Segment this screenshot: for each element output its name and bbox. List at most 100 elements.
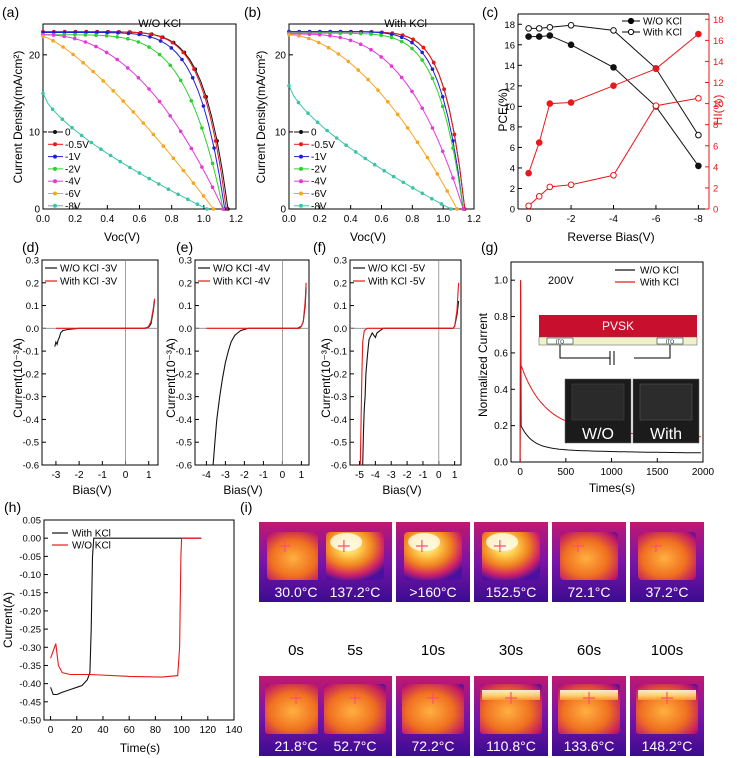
jv-marker xyxy=(105,30,109,35)
jv-marker xyxy=(325,128,329,133)
panel-b-ylabel: Current Density(mA/cm²) xyxy=(254,51,268,184)
c-series-1 xyxy=(525,21,702,139)
jv-marker xyxy=(399,75,404,80)
h-frame xyxy=(43,519,235,721)
c-ytick-label: 18 xyxy=(504,20,515,31)
legend-label: 0 xyxy=(65,128,71,139)
circuit-wire xyxy=(559,345,671,365)
legend-marker xyxy=(299,179,303,184)
thermal-grid: 0s 5s 10s 30s 60s 100s 30.0°C 137.2°C >160°C 152.… xyxy=(259,522,704,756)
c2-ytick-label: 2 xyxy=(713,183,718,194)
iv-curve-1 xyxy=(359,282,460,466)
hot-spot xyxy=(408,533,441,551)
crosshair-icon xyxy=(505,692,517,704)
panel-g-plot: 0 500 1000 1500 2000 0.0 0.2 0.4 0.6 0.8 1.0 W/O KC… xyxy=(494,261,715,478)
iv-curve-0 xyxy=(212,287,307,466)
panel-i-label: (i) xyxy=(240,499,252,515)
iv-d-xtick-label: -3 xyxy=(51,470,60,481)
c-ytick-label: 10 xyxy=(504,102,515,113)
jv-marker xyxy=(317,32,322,37)
g-xtick-label: 500 xyxy=(558,467,575,478)
jv-curve xyxy=(42,93,208,210)
jv-marker xyxy=(334,136,339,140)
iv-f-ytick-label: 0.3 xyxy=(334,256,347,267)
pvsk-layer xyxy=(539,315,697,337)
jv-marker xyxy=(178,129,183,134)
jv-marker xyxy=(425,155,430,160)
thermal-image-1-4: 72.1°C xyxy=(552,522,626,602)
thermal-temp-label: 152.5°C xyxy=(486,584,537,600)
c-marker xyxy=(525,25,532,32)
c2-ytick-label: 0 xyxy=(713,205,718,216)
crosshair-icon xyxy=(415,540,428,552)
c-line xyxy=(528,97,699,207)
c-series-3 xyxy=(525,95,702,210)
jv-marker xyxy=(369,32,373,36)
jv-marker xyxy=(190,76,195,80)
jv-marker xyxy=(306,111,310,115)
jv-marker xyxy=(411,186,415,190)
legend-label: -8V xyxy=(65,201,81,212)
jv-marker xyxy=(128,165,132,170)
jv-marker xyxy=(358,42,363,47)
thermal-temp-label: 137.2°C xyxy=(330,584,381,600)
thermal-image-2-2: 72.2°C xyxy=(396,676,470,756)
jv-marker xyxy=(116,31,120,35)
jv-marker xyxy=(170,40,175,45)
jv-marker xyxy=(71,52,75,57)
jv-marker xyxy=(379,55,384,59)
c-marker xyxy=(610,27,617,34)
h-ytick-label: -0.25 xyxy=(19,625,41,636)
jv-curve xyxy=(42,35,214,210)
panel-e-xlabel: Bias(V) xyxy=(223,483,262,497)
jv-marker xyxy=(439,202,444,206)
jv-marker xyxy=(169,46,174,50)
legend-marker xyxy=(299,166,303,171)
jv-marker xyxy=(389,32,394,36)
crosshair-icon xyxy=(583,692,595,704)
jv-marker xyxy=(366,77,370,82)
legend-label: W/O KCl xyxy=(72,541,111,552)
jv-marker xyxy=(326,45,331,50)
jv-b-xtick-label: 0.8 xyxy=(405,214,419,225)
iv-f-xtick-label: -1 xyxy=(418,470,427,481)
iv-e-ytick-label: -0.3 xyxy=(176,392,192,403)
panel-h-xlabel: Time(s) xyxy=(120,741,160,755)
iv-f-xtick-label: -4 xyxy=(371,470,380,481)
c-ytick-label: 6 xyxy=(510,143,515,154)
c-marker xyxy=(546,24,554,31)
jv-marker xyxy=(461,207,466,211)
jv-marker xyxy=(158,39,163,43)
jv-marker xyxy=(137,171,142,175)
thermal-temp-label: 72.1°C xyxy=(568,584,611,600)
legend-label: -6V xyxy=(65,189,81,200)
c2-ytick-label: 12 xyxy=(713,78,724,89)
jv-marker xyxy=(181,168,186,173)
jv-marker xyxy=(379,33,384,38)
crosshair-icon xyxy=(427,692,439,704)
h-xtick-label: 20 xyxy=(71,725,83,736)
jv-marker xyxy=(41,34,45,39)
panel-h-label: (h) xyxy=(4,499,21,515)
jv-b-xtick-label: 0.0 xyxy=(282,214,296,225)
jv-marker xyxy=(411,37,415,42)
jv-marker xyxy=(51,38,55,43)
thermal-sample xyxy=(267,532,325,580)
c-marker xyxy=(695,30,702,38)
thermal-temp-label: >160°C xyxy=(409,584,456,600)
iv-e-ytick-label: -0.4 xyxy=(176,415,192,426)
legend-label: -0.5V xyxy=(311,140,335,151)
jv-marker xyxy=(440,104,445,109)
jv-curve xyxy=(288,85,452,210)
c-marker xyxy=(695,162,702,170)
jv-marker xyxy=(405,126,410,130)
legend-label: -0.5V xyxy=(65,140,89,151)
iv-f-ytick-label: 0.1 xyxy=(334,301,347,312)
panel-a-label: (a) xyxy=(2,4,19,20)
h-ytick-label: -0.40 xyxy=(19,679,41,690)
jv-marker xyxy=(62,34,66,39)
panel-e-label: (e) xyxy=(176,239,193,255)
c2-ytick-label: 14 xyxy=(713,57,724,68)
thermal-sample xyxy=(402,684,464,734)
panel-e: (e) -4 -3 -2 -1 0 1 0.3 0.2 0.1 0.0 -0.1 -0.2 -0.3 -0… xyxy=(164,239,310,497)
